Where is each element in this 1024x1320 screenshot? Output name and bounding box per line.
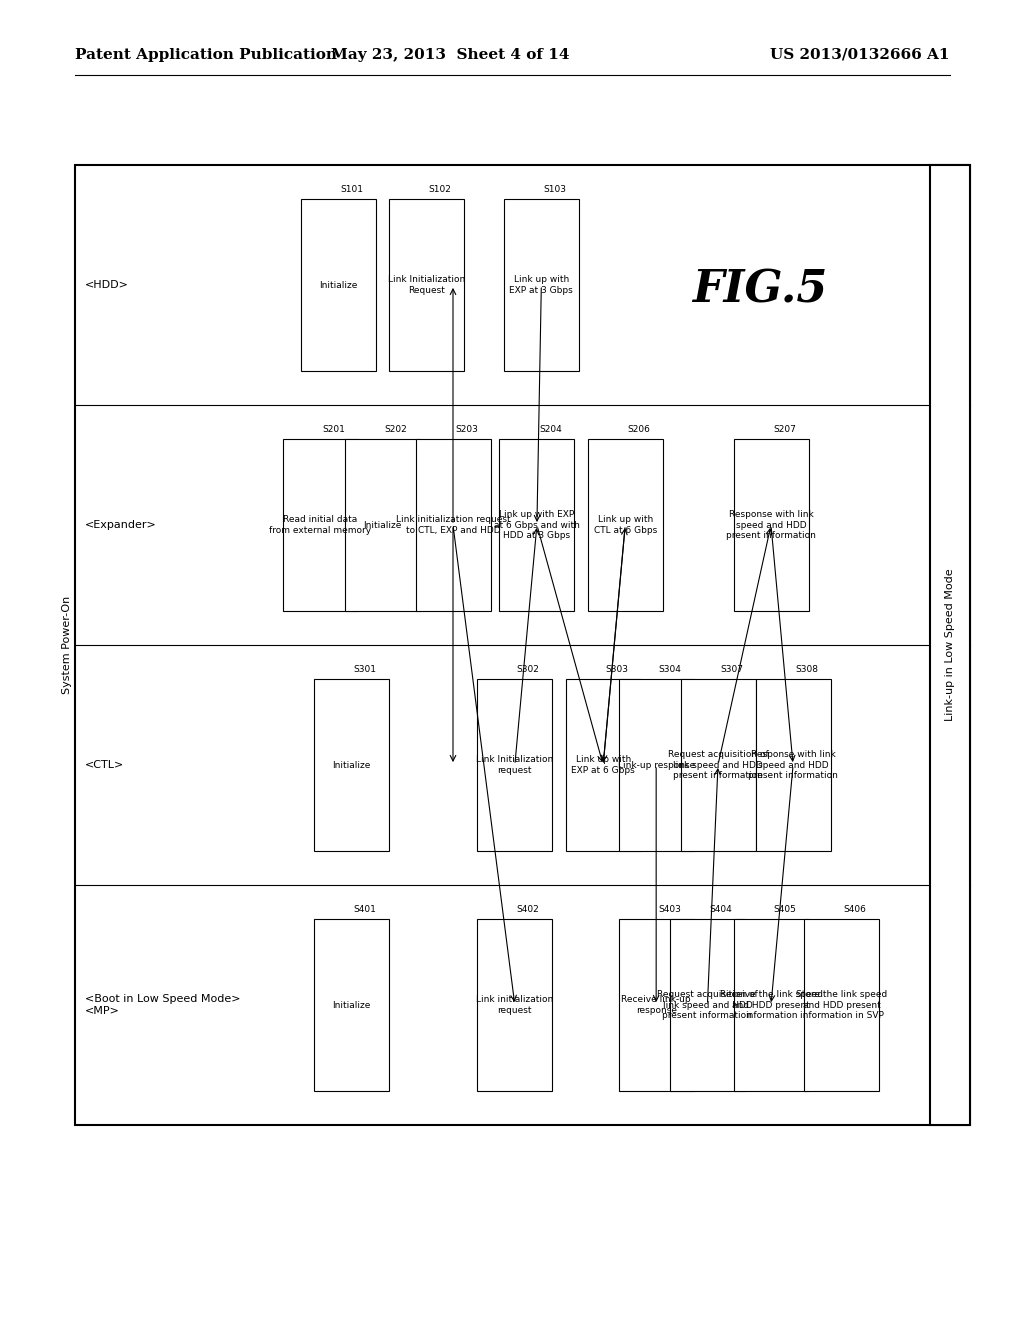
Text: S207: S207 [773,425,796,433]
Bar [618,919,693,1092]
Text: S101: S101 [340,185,364,194]
Bar [283,438,358,611]
Text: May 23, 2013  Sheet 4 of 14: May 23, 2013 Sheet 4 of 14 [331,48,569,62]
Bar [314,678,389,851]
Text: S404: S404 [710,904,732,913]
Text: S103: S103 [544,185,566,194]
Text: Link Initialization
Request: Link Initialization Request [388,276,465,294]
Bar [477,919,552,1092]
Text: System Power-On: System Power-On [62,595,72,694]
Text: S203: S203 [455,425,478,433]
Text: Initialize: Initialize [332,760,371,770]
Text: Receive link-up
response: Receive link-up response [622,995,691,1015]
Text: Read initial data
from external memory: Read initial data from external memory [269,515,372,535]
Bar [930,165,970,1125]
Text: Initialize: Initialize [319,281,357,289]
Text: S304: S304 [658,664,681,673]
Text: US 2013/0132666 A1: US 2013/0132666 A1 [770,48,950,62]
Text: S405: S405 [773,904,796,913]
Bar [733,919,809,1092]
Text: Link-up in Low Speed Mode: Link-up in Low Speed Mode [945,569,955,721]
Text: <Boot in Low Speed Mode>
<MP>: <Boot in Low Speed Mode> <MP> [85,994,241,1016]
Bar [804,919,880,1092]
Text: <HDD>: <HDD> [85,280,129,290]
Text: Request acquisition of
link speed and HDD
present information: Request acquisition of link speed and HD… [657,990,758,1020]
Bar [733,438,809,611]
Bar [301,198,376,371]
Text: Receive the link speed
and HDD present
information: Receive the link speed and HDD present i… [720,990,822,1020]
Text: S202: S202 [384,425,408,433]
Text: S206: S206 [628,425,650,433]
Text: FIG.5: FIG.5 [692,268,827,312]
Text: <Expander>: <Expander> [85,520,157,531]
Text: S301: S301 [353,664,377,673]
Bar [588,438,663,611]
Text: Link-up response: Link-up response [617,760,695,770]
Bar [618,678,693,851]
Text: S402: S402 [517,904,540,913]
Bar [756,678,830,851]
Bar [504,198,579,371]
Text: S302: S302 [517,664,540,673]
Bar [314,919,389,1092]
Bar [670,919,744,1092]
Bar [389,198,464,371]
Text: Initialize: Initialize [332,1001,371,1010]
Text: Link initialization
request: Link initialization request [476,995,553,1015]
Text: Link Initialization
request: Link Initialization request [476,755,553,775]
Text: S406: S406 [844,904,866,913]
Text: Response with link
speed and HDD
present information: Response with link speed and HDD present… [726,510,816,540]
Text: S403: S403 [658,904,681,913]
Text: S401: S401 [353,904,376,913]
Text: S308: S308 [795,664,818,673]
Text: S201: S201 [323,425,345,433]
Text: Link up with
CTL at 6 Gbps: Link up with CTL at 6 Gbps [594,515,656,535]
Text: S102: S102 [428,185,452,194]
Text: S303: S303 [605,664,628,673]
Text: Link up with EXP
at 6 Gbps and with
HDD at 3 Gbps: Link up with EXP at 6 Gbps and with HDD … [494,510,580,540]
Bar [416,438,490,611]
Text: Request acquisition of
link speed and HDD
present information: Request acquisition of link speed and HD… [668,750,768,780]
Bar [681,678,756,851]
Text: Store the link speed
and HDD present
information in SVP: Store the link speed and HDD present inf… [796,990,887,1020]
Bar [477,678,552,851]
Bar [565,678,641,851]
Text: Response with link
speed and HDD
present information: Response with link speed and HDD present… [749,750,838,780]
Text: S204: S204 [539,425,562,433]
Bar [75,165,970,1125]
Bar [345,438,420,611]
Text: <CTL>: <CTL> [85,760,124,770]
Text: Link initialization request
to CTL, EXP and HDD: Link initialization request to CTL, EXP … [395,515,510,535]
Bar [500,438,574,611]
Text: Link up with
EXP at 6 Gbps: Link up with EXP at 6 Gbps [571,755,635,775]
Text: Link up with
EXP at 3 Gbps: Link up with EXP at 3 Gbps [510,276,573,294]
Text: Patent Application Publication: Patent Application Publication [75,48,337,62]
Text: S307: S307 [720,664,743,673]
Text: Initialize: Initialize [364,520,401,529]
